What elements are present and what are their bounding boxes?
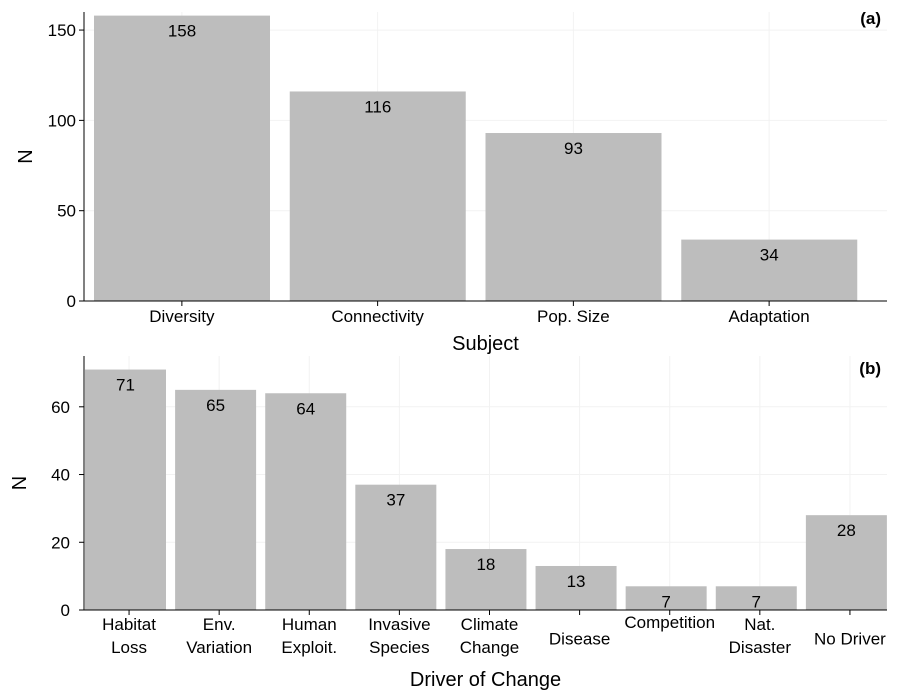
bar: [85, 369, 166, 610]
bar-value-label: 28: [837, 521, 856, 540]
x-tick-label: Pop. Size: [537, 307, 610, 326]
x-tick-label: Loss: [111, 638, 147, 657]
y-tick-label: 60: [51, 398, 70, 417]
x-tick-label: Env.: [203, 615, 236, 634]
x-tick-label: Connectivity: [331, 307, 424, 326]
bar-value-label: 37: [386, 491, 405, 510]
x-tick-label: Adaptation: [728, 307, 809, 326]
bar: [805, 515, 887, 610]
bar-value-label: 65: [206, 396, 225, 415]
bar: [94, 15, 270, 302]
y-tick-label: 150: [48, 21, 76, 40]
x-tick-label: Nat.: [744, 615, 775, 634]
bar-value-label: 7: [752, 592, 761, 611]
bar-value-label: 116: [364, 97, 391, 116]
x-tick-label: No Driver: [814, 630, 886, 649]
x-axis-title: Subject: [452, 333, 519, 355]
bar-value-label: 13: [567, 572, 586, 591]
x-tick-label: Change: [460, 638, 520, 657]
bar: [681, 239, 858, 301]
x-tick-label: Diversity: [149, 307, 215, 326]
x-tick-label: Exploit.: [281, 638, 337, 657]
y-tick-label: 50: [57, 202, 76, 221]
y-tick-label: 0: [61, 601, 70, 620]
x-tick-label: Species: [369, 638, 429, 657]
x-tick-label: Invasive: [368, 615, 430, 634]
x-tick-label: Variation: [186, 638, 252, 657]
bar-value-label: 7: [661, 592, 670, 611]
y-tick-label: 100: [48, 111, 76, 130]
bar: [625, 586, 707, 610]
bar: [445, 549, 527, 610]
panel-label: (b): [859, 359, 881, 378]
bar: [355, 484, 437, 610]
x-tick-label: Competition: [624, 613, 715, 632]
bar-value-label: 18: [476, 555, 495, 574]
y-axis-title: N: [15, 149, 37, 163]
bar-value-label: 34: [760, 246, 779, 265]
bar: [289, 91, 466, 301]
bar-value-label: 71: [116, 376, 135, 395]
y-tick-label: 0: [67, 292, 76, 311]
x-tick-label: Climate: [461, 615, 519, 634]
x-tick-label: Disaster: [729, 638, 792, 657]
y-tick-label: 20: [51, 533, 70, 552]
bar-value-label: 158: [168, 22, 196, 41]
x-tick-label: Habitat: [102, 615, 156, 634]
bar: [535, 565, 617, 610]
y-tick-label: 40: [51, 466, 70, 485]
x-tick-label: Disease: [549, 630, 610, 649]
bar: [265, 393, 347, 610]
bar: [715, 586, 797, 610]
bar: [485, 133, 662, 301]
panel-label: (a): [860, 9, 881, 28]
bar: [175, 389, 257, 610]
y-axis-title: N: [9, 476, 31, 490]
bar-value-label: 93: [564, 139, 583, 158]
x-axis-title: Driver of Change: [410, 669, 561, 691]
x-tick-label: Human: [282, 615, 337, 634]
bar-value-label: 64: [296, 399, 315, 418]
